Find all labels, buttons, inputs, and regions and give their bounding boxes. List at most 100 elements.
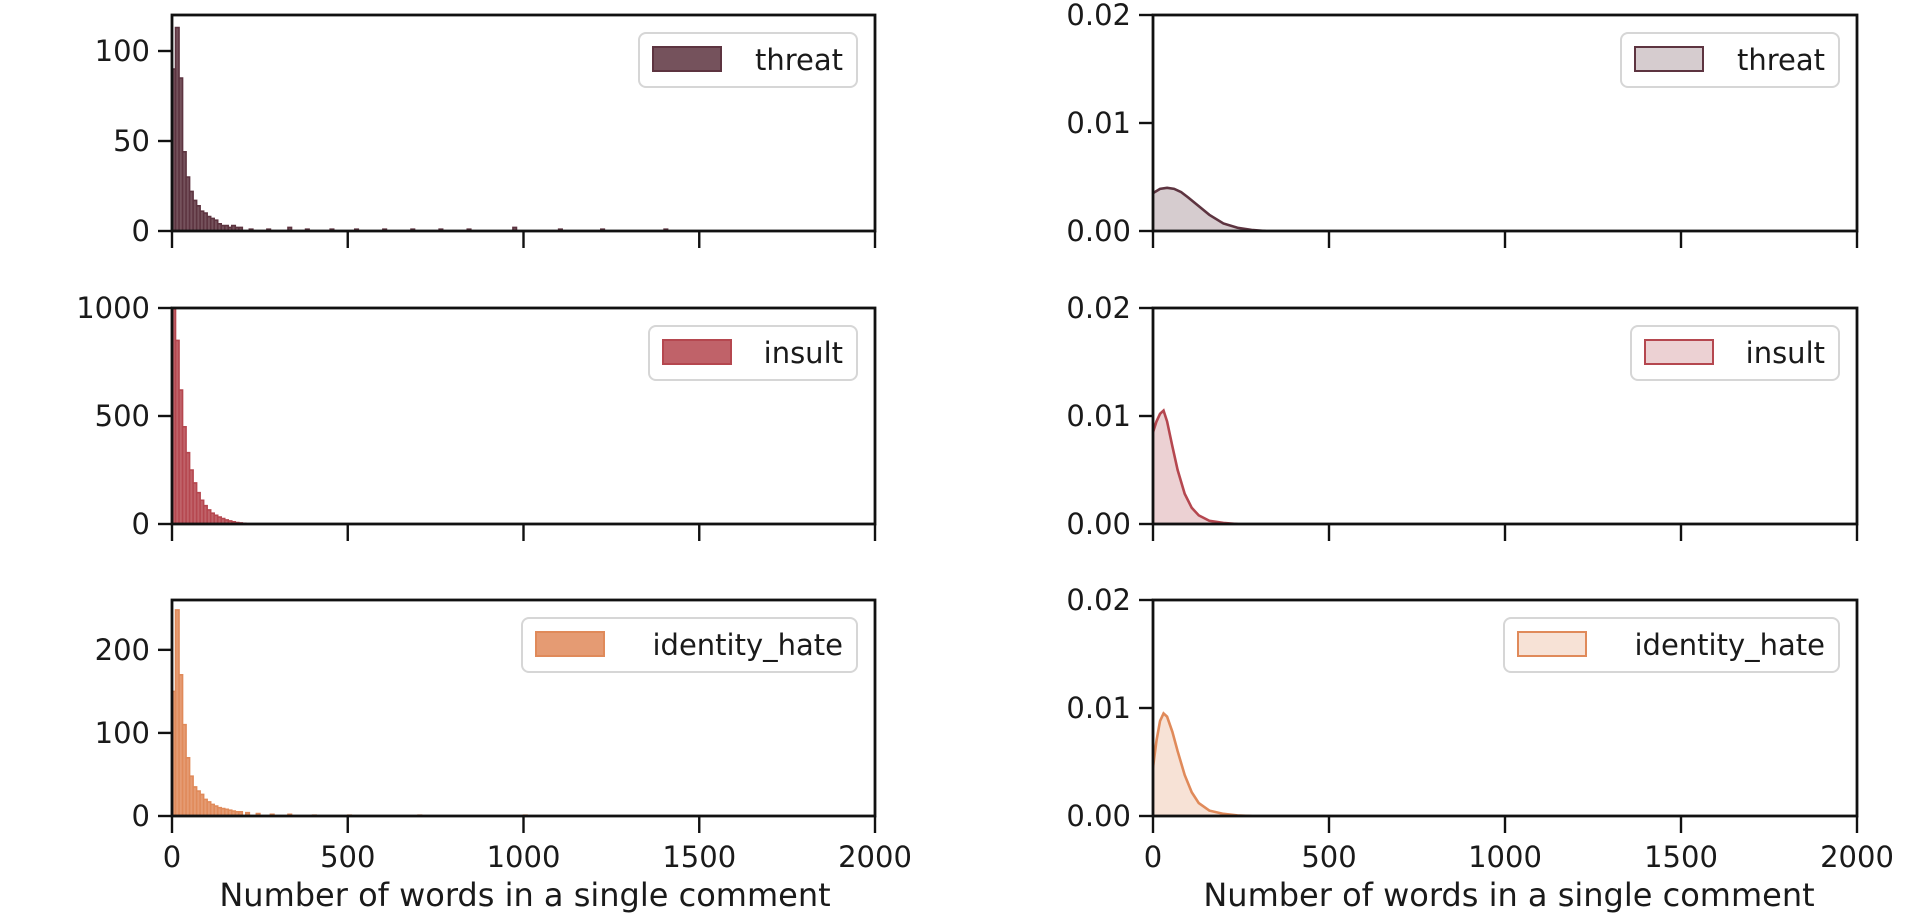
histogram-bar bbox=[172, 308, 176, 524]
histogram-bar bbox=[193, 482, 197, 524]
x-tick-label: 1500 bbox=[662, 840, 736, 874]
histogram-outline bbox=[172, 26, 669, 231]
histogram-bar bbox=[200, 500, 204, 524]
y-tick-label: 0.01 bbox=[1066, 106, 1131, 140]
y-tick-label: 500 bbox=[95, 399, 150, 433]
plot-area bbox=[172, 308, 247, 524]
histogram-bar bbox=[235, 811, 239, 816]
histogram-bar bbox=[179, 390, 183, 524]
histogram-bar bbox=[175, 340, 180, 524]
legend: insult bbox=[1630, 325, 1840, 381]
plot-area bbox=[1153, 186, 1266, 231]
plot-area bbox=[1153, 408, 1238, 524]
legend: threat bbox=[1620, 32, 1840, 88]
legend-swatch bbox=[1634, 46, 1704, 72]
x-tick-label: 500 bbox=[320, 840, 375, 874]
legend: identity_hate bbox=[1503, 617, 1840, 673]
legend: threat bbox=[638, 32, 858, 88]
histogram-bar bbox=[186, 177, 190, 231]
histogram-bar bbox=[228, 810, 232, 816]
histogram-bar bbox=[175, 609, 180, 816]
histogram-bar bbox=[207, 801, 211, 816]
y-tick-label: 0.01 bbox=[1066, 691, 1131, 725]
plot-area bbox=[172, 609, 528, 816]
histogram-bar bbox=[186, 452, 190, 524]
subplot-grid: 0 50 100 threat 0.00 0.01 0.02 threat 0 500 1000 in… bbox=[76, 0, 1894, 874]
histogram-outline bbox=[172, 308, 247, 524]
legend-swatch bbox=[1644, 339, 1714, 365]
histogram-bar bbox=[217, 807, 222, 816]
histogram-bar bbox=[200, 794, 204, 816]
histogram-bar bbox=[224, 225, 229, 231]
y-tick-label: 0.02 bbox=[1066, 583, 1131, 617]
histogram-bar bbox=[214, 515, 218, 524]
histogram-bar bbox=[207, 216, 211, 231]
x-tick-label: 0 bbox=[163, 840, 181, 874]
legend-label: threat bbox=[755, 43, 843, 77]
y-tick-label: 0.00 bbox=[1066, 799, 1131, 833]
panel-right-bottom: 0 500 1000 1500 2000 0.00 0.01 0.02 identity_hat… bbox=[1066, 583, 1893, 874]
histogram-bar bbox=[224, 519, 229, 524]
kde-area bbox=[1153, 410, 1238, 524]
legend-label: insult bbox=[764, 336, 843, 370]
histogram-bar bbox=[210, 218, 215, 231]
legend-label: insult bbox=[1746, 336, 1825, 370]
histogram-bar bbox=[238, 811, 243, 816]
y-tick-label: 0.01 bbox=[1066, 399, 1131, 433]
kde-area bbox=[1153, 187, 1266, 231]
histogram-bar bbox=[214, 220, 218, 231]
x-tick-label: 0 bbox=[1144, 840, 1162, 874]
x-tick-label: 2000 bbox=[838, 840, 912, 874]
x-tick-label: 1000 bbox=[1468, 840, 1542, 874]
histogram-bar bbox=[228, 227, 232, 231]
histogram-bar bbox=[172, 691, 176, 816]
legend-swatch bbox=[1517, 631, 1587, 657]
histogram-bar bbox=[186, 757, 190, 816]
kde-line bbox=[1153, 186, 1266, 231]
x-tick-label: 500 bbox=[1301, 840, 1356, 874]
histogram-bar bbox=[172, 69, 176, 231]
histogram-bar bbox=[203, 213, 208, 231]
panel-right-middle: 0.00 0.01 0.02 insult bbox=[1066, 291, 1859, 541]
x-axis-label-left: Number of words in a single comment bbox=[219, 876, 830, 914]
histogram-bar bbox=[189, 191, 194, 231]
histogram-bar bbox=[182, 724, 187, 816]
histogram-bar bbox=[200, 211, 204, 231]
panel-left-bottom: 0 500 1000 1500 2000 0 100 200 identity_hate bbox=[95, 598, 912, 874]
kde-area bbox=[1153, 713, 1252, 816]
x-tick-label: 1500 bbox=[1644, 840, 1718, 874]
histogram-bar bbox=[189, 470, 194, 524]
legend: identity_hate bbox=[521, 617, 858, 673]
histogram-bar bbox=[287, 227, 292, 231]
histogram-bar bbox=[203, 799, 208, 816]
panel-right-top: 0.00 0.01 0.02 threat bbox=[1066, 0, 1859, 248]
histogram-bar bbox=[214, 806, 218, 816]
histogram-bar bbox=[221, 225, 225, 231]
histogram-bar bbox=[512, 227, 517, 231]
legend: insult bbox=[648, 325, 858, 381]
kde-line bbox=[1153, 408, 1238, 524]
histogram-bar bbox=[189, 776, 194, 816]
histogram-bar bbox=[238, 227, 243, 231]
histogram-bar bbox=[207, 509, 211, 524]
y-tick-label: 50 bbox=[113, 124, 150, 158]
histogram-bar bbox=[193, 200, 197, 231]
histogram-bar bbox=[217, 223, 222, 231]
histogram-bar bbox=[203, 505, 208, 524]
histogram-bar bbox=[196, 205, 201, 231]
x-tick-label: 2000 bbox=[1820, 840, 1894, 874]
y-tick-label: 200 bbox=[95, 633, 150, 667]
histogram-bar bbox=[221, 518, 225, 524]
y-tick-label: 0 bbox=[132, 799, 150, 833]
histogram-bar bbox=[175, 27, 180, 231]
histogram-bar bbox=[210, 513, 215, 524]
legend-swatch bbox=[662, 339, 732, 365]
y-tick-label: 100 bbox=[95, 34, 150, 68]
legend-label: identity_hate bbox=[652, 628, 843, 662]
y-tick-label: 0.02 bbox=[1066, 0, 1131, 32]
histogram-bar bbox=[193, 786, 197, 816]
panel-left-top: 0 50 100 threat bbox=[95, 13, 877, 248]
histogram-bar bbox=[179, 674, 183, 816]
legend-frame bbox=[1503, 617, 1840, 673]
